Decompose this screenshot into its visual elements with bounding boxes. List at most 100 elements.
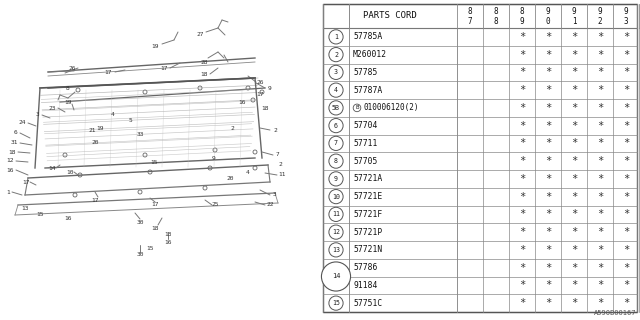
Text: 14: 14 — [332, 274, 340, 279]
Text: 30: 30 — [136, 220, 144, 225]
Text: *: * — [571, 156, 577, 166]
Text: *: * — [597, 103, 603, 113]
Text: *: * — [623, 85, 629, 95]
Text: *: * — [597, 138, 603, 148]
Text: 17: 17 — [22, 180, 29, 185]
Text: *: * — [571, 68, 577, 77]
Text: 3: 3 — [36, 113, 40, 117]
Circle shape — [329, 172, 343, 186]
Text: 2: 2 — [334, 52, 338, 58]
Text: 57787A: 57787A — [353, 86, 382, 95]
Bar — [323, 4, 637, 312]
Text: 12: 12 — [6, 158, 13, 164]
Text: 27: 27 — [196, 31, 204, 36]
Text: *: * — [519, 32, 525, 42]
Text: *: * — [519, 138, 525, 148]
Text: *: * — [623, 68, 629, 77]
Text: 9: 9 — [572, 7, 576, 16]
Text: *: * — [545, 85, 551, 95]
Text: 57785A: 57785A — [353, 32, 382, 41]
Bar — [323, 276, 637, 294]
Text: 12: 12 — [332, 229, 340, 235]
Text: 57721A: 57721A — [353, 174, 382, 183]
Bar — [323, 99, 637, 117]
Text: *: * — [545, 68, 551, 77]
Text: 30: 30 — [136, 252, 144, 258]
Circle shape — [329, 30, 343, 44]
Text: 3: 3 — [273, 193, 277, 197]
Text: 23: 23 — [48, 106, 56, 110]
Text: *: * — [597, 32, 603, 42]
Text: *: * — [623, 280, 629, 290]
Bar — [323, 46, 637, 63]
Text: *: * — [545, 50, 551, 60]
Circle shape — [329, 118, 343, 133]
Text: 3: 3 — [334, 69, 338, 76]
Circle shape — [329, 296, 343, 310]
Text: 9: 9 — [268, 85, 272, 91]
Text: 26: 26 — [68, 66, 76, 70]
Text: 1: 1 — [6, 189, 10, 195]
Text: 16: 16 — [64, 215, 72, 220]
Bar — [323, 28, 637, 46]
Text: 010006120(2): 010006120(2) — [363, 103, 419, 112]
Text: 2: 2 — [598, 17, 602, 26]
Text: *: * — [519, 280, 525, 290]
Text: 17: 17 — [256, 92, 264, 98]
Text: A590B00167: A590B00167 — [593, 310, 636, 316]
Text: *: * — [571, 85, 577, 95]
Bar — [323, 223, 637, 241]
Text: 8: 8 — [66, 85, 70, 91]
Text: *: * — [597, 68, 603, 77]
Text: *: * — [519, 227, 525, 237]
Text: 9: 9 — [598, 7, 602, 16]
Text: *: * — [519, 263, 525, 273]
Text: *: * — [623, 245, 629, 255]
Text: *: * — [545, 32, 551, 42]
Text: *: * — [571, 227, 577, 237]
Text: 9: 9 — [624, 7, 628, 16]
Bar — [323, 4, 637, 28]
Circle shape — [329, 189, 343, 204]
Text: M260012: M260012 — [353, 50, 387, 59]
Text: 2: 2 — [273, 127, 277, 132]
Bar — [323, 117, 637, 134]
Text: 2: 2 — [230, 125, 234, 131]
Text: *: * — [597, 85, 603, 95]
Text: 4: 4 — [111, 113, 115, 117]
Text: 4: 4 — [246, 170, 250, 174]
Text: 13: 13 — [332, 247, 340, 253]
Text: 17: 17 — [104, 69, 112, 75]
Text: 7: 7 — [334, 140, 338, 146]
Text: *: * — [597, 298, 603, 308]
Text: 1: 1 — [334, 34, 338, 40]
Text: 19: 19 — [151, 44, 159, 49]
Text: 28: 28 — [200, 60, 208, 65]
Text: *: * — [519, 121, 525, 131]
Text: *: * — [545, 103, 551, 113]
Text: 6: 6 — [14, 131, 18, 135]
Text: PARTS CORD: PARTS CORD — [363, 12, 417, 20]
Circle shape — [329, 243, 343, 257]
Text: 20: 20 — [92, 140, 99, 145]
Circle shape — [329, 207, 343, 221]
Text: 57721P: 57721P — [353, 228, 382, 236]
Text: 24: 24 — [19, 119, 26, 124]
Text: *: * — [519, 50, 525, 60]
Text: 15: 15 — [150, 159, 157, 164]
Text: 11: 11 — [278, 172, 285, 178]
Text: *: * — [571, 103, 577, 113]
Text: *: * — [571, 263, 577, 273]
Text: 0: 0 — [546, 17, 550, 26]
Text: 10: 10 — [332, 194, 340, 200]
Text: 19: 19 — [64, 100, 72, 105]
Text: 5B: 5B — [332, 105, 340, 111]
Text: 18: 18 — [8, 149, 16, 155]
Text: *: * — [519, 68, 525, 77]
Text: *: * — [545, 121, 551, 131]
Text: *: * — [519, 192, 525, 202]
Text: 26: 26 — [256, 79, 264, 84]
Text: 9: 9 — [211, 156, 215, 161]
Text: *: * — [519, 156, 525, 166]
Text: 9: 9 — [546, 7, 550, 16]
